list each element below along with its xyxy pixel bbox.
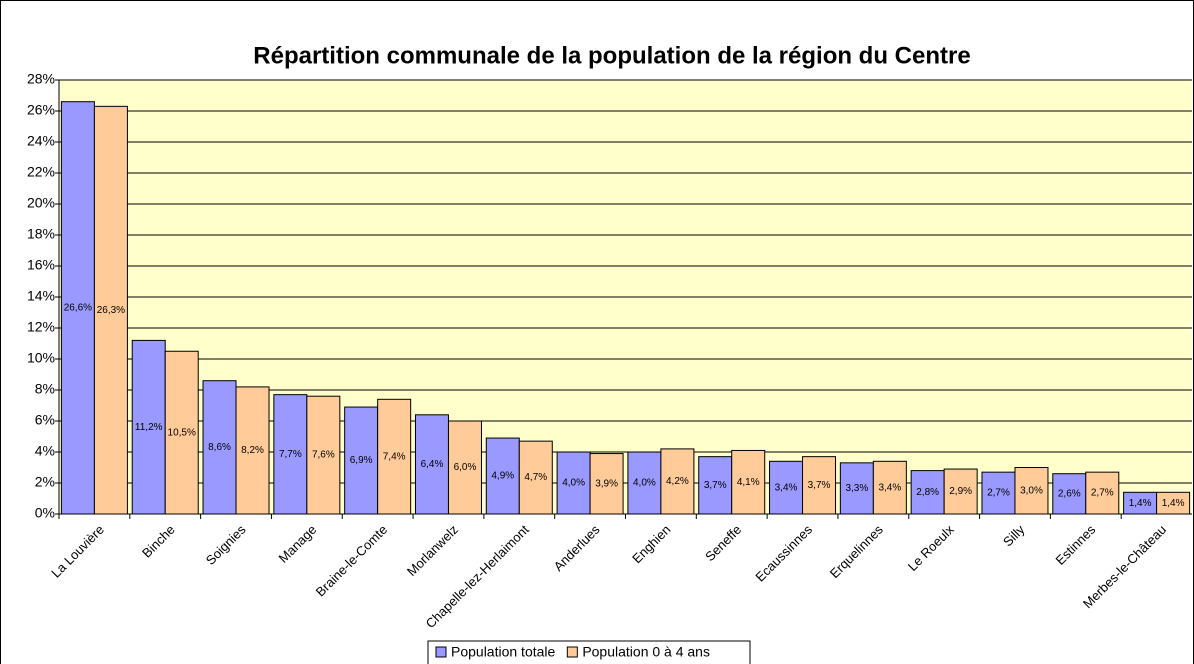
bar <box>235 386 270 515</box>
value-label: 1,4% <box>1162 498 1185 509</box>
bar <box>60 101 95 515</box>
y-tick-label: 18% <box>27 226 55 242</box>
y-tick-label: 6% <box>35 412 55 428</box>
y-tick-label: 20% <box>27 195 55 211</box>
value-label: 2,8% <box>916 487 939 498</box>
bar <box>344 406 379 515</box>
legend: Population totale Population 0 à 4 ans <box>427 640 751 664</box>
y-tick-label: 0% <box>35 505 55 521</box>
bar <box>377 398 412 515</box>
bar <box>1014 467 1049 515</box>
value-label: 4,7% <box>524 472 547 483</box>
bar <box>556 451 591 515</box>
y-tick-label: 22% <box>27 164 55 180</box>
value-label: 2,7% <box>987 488 1010 499</box>
y-tick-label: 2% <box>35 474 55 490</box>
legend-label: Population totale <box>451 644 556 660</box>
value-label: 6,0% <box>454 462 477 473</box>
bar <box>131 339 166 515</box>
value-label: 4,0% <box>562 478 585 489</box>
y-tick-label: 16% <box>27 257 55 273</box>
value-label: 26,3% <box>97 305 125 316</box>
y-tick-label: 28% <box>27 71 55 87</box>
legend-label: Population 0 à 4 ans <box>582 644 710 660</box>
value-label: 3,0% <box>1020 485 1043 496</box>
bar <box>485 437 520 515</box>
value-label: 6,9% <box>350 455 373 466</box>
y-tick-label: 12% <box>27 319 55 335</box>
bar <box>910 470 945 515</box>
y-tick-label: 10% <box>27 350 55 366</box>
value-label: 1,4% <box>1129 498 1152 509</box>
value-label: 2,6% <box>1058 488 1081 499</box>
bar <box>802 456 837 515</box>
bar <box>981 471 1016 515</box>
bar <box>447 420 482 515</box>
chart-title: Répartition communale de la population d… <box>253 42 970 69</box>
value-label: 3,9% <box>595 478 618 489</box>
value-label: 8,6% <box>208 442 231 453</box>
bar <box>306 395 341 515</box>
value-label: 2,9% <box>949 486 972 497</box>
value-label: 4,0% <box>633 478 656 489</box>
y-tick-label: 8% <box>35 381 55 397</box>
legend-swatch <box>435 646 447 658</box>
bar <box>93 105 128 515</box>
value-label: 3,7% <box>704 480 727 491</box>
y-tick-label: 14% <box>27 288 55 304</box>
value-label: 10,5% <box>168 427 196 438</box>
bar <box>202 380 237 515</box>
bar <box>1052 473 1087 515</box>
y-tick-label: 24% <box>27 133 55 149</box>
value-label: 26,6% <box>64 302 92 313</box>
bar <box>839 462 874 515</box>
bar <box>589 453 624 515</box>
bar <box>164 350 199 515</box>
value-label: 3,3% <box>845 483 868 494</box>
value-label: 4,1% <box>737 477 760 488</box>
value-label: 2,7% <box>1091 488 1114 499</box>
bar <box>273 394 308 515</box>
value-label: 3,7% <box>808 480 831 491</box>
value-label: 4,2% <box>666 476 689 487</box>
value-label: 7,7% <box>279 449 302 460</box>
bar <box>943 468 978 515</box>
value-label: 7,6% <box>312 450 335 461</box>
y-tick-label: 4% <box>35 443 55 459</box>
legend-box <box>427 640 751 664</box>
value-label: 3,4% <box>775 482 798 493</box>
value-label: 11,2% <box>135 422 163 433</box>
bar <box>1085 471 1120 515</box>
value-label: 4,9% <box>491 471 514 482</box>
y-tick-label: 26% <box>27 102 55 118</box>
bar <box>731 449 766 515</box>
legend-swatch <box>566 646 578 658</box>
value-label: 6,4% <box>421 459 444 470</box>
value-label: 7,4% <box>383 451 406 462</box>
value-label: 8,2% <box>241 445 264 456</box>
bar <box>698 456 733 515</box>
bar <box>414 414 449 515</box>
value-label: 3,4% <box>878 482 901 493</box>
